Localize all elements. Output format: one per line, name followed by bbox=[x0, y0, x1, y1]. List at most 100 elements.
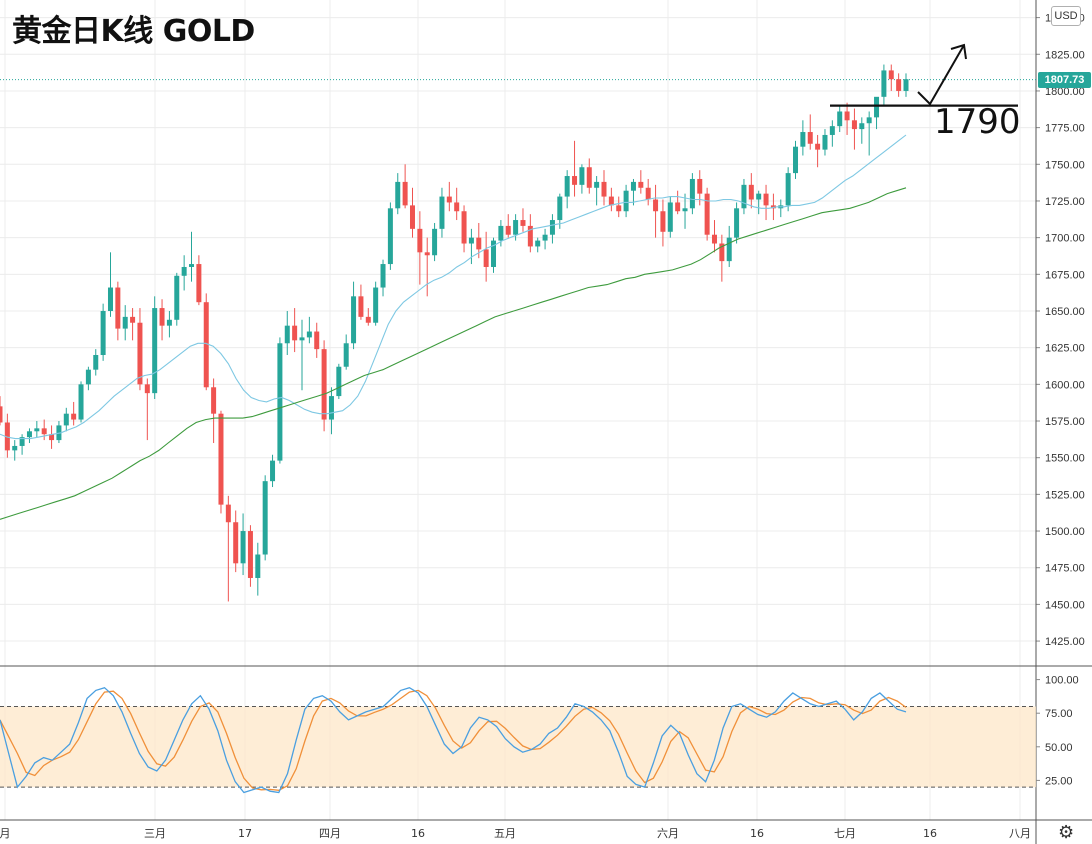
candle-body bbox=[704, 193, 710, 235]
candle-body bbox=[159, 308, 165, 326]
candle-body bbox=[409, 205, 415, 229]
candle-body bbox=[314, 331, 320, 350]
candle-body bbox=[446, 196, 452, 203]
candle-body bbox=[152, 308, 158, 394]
x-tick-label: 五月 bbox=[494, 827, 516, 840]
candle-body bbox=[454, 202, 460, 212]
y-tick-label: 1500.00 bbox=[1045, 526, 1085, 538]
candle-body bbox=[800, 132, 806, 147]
candle-body bbox=[144, 384, 150, 394]
candle-body bbox=[682, 208, 688, 212]
candle-body bbox=[262, 481, 268, 555]
y-tick-label: 1725.00 bbox=[1045, 196, 1085, 208]
support-annotation: 1790 bbox=[934, 102, 1021, 142]
candle-body bbox=[564, 176, 570, 197]
candle-body bbox=[85, 369, 91, 385]
y-tick-label: 1450.00 bbox=[1045, 599, 1085, 611]
candle-body bbox=[763, 193, 769, 206]
candle-body bbox=[874, 96, 880, 118]
candle-body bbox=[888, 70, 894, 80]
candle-body bbox=[770, 205, 776, 209]
candle-body bbox=[306, 331, 312, 338]
candle-body bbox=[476, 237, 482, 250]
candle-body bbox=[675, 202, 681, 212]
candle-body bbox=[660, 211, 666, 232]
candle-body bbox=[351, 296, 357, 344]
candle-body bbox=[859, 123, 865, 130]
arrow-head bbox=[950, 43, 967, 60]
candle-body bbox=[49, 434, 55, 441]
x-tick-label: 16 bbox=[750, 827, 764, 840]
candle-body bbox=[498, 225, 504, 241]
candle-body bbox=[881, 70, 887, 97]
y-tick-label: 1600.00 bbox=[1045, 379, 1085, 391]
candle-body bbox=[255, 554, 261, 578]
candle-body bbox=[793, 146, 799, 174]
x-tick-label: 七月 bbox=[834, 827, 856, 840]
candle-body bbox=[63, 413, 69, 426]
candle-body bbox=[395, 181, 401, 209]
y-tick-label: 1575.00 bbox=[1045, 416, 1085, 428]
candle-body bbox=[387, 208, 393, 265]
y-tick-label: 1700.00 bbox=[1045, 233, 1085, 245]
x-tick-label: 17 bbox=[238, 827, 252, 840]
candle-body bbox=[122, 316, 128, 329]
candle-body bbox=[432, 228, 438, 256]
candle-body bbox=[130, 316, 136, 323]
candle-body bbox=[734, 208, 740, 238]
y-tick-label: 1425.00 bbox=[1045, 636, 1085, 648]
candle-body bbox=[424, 252, 430, 256]
candle-body bbox=[689, 178, 695, 209]
candle-body bbox=[542, 234, 548, 241]
stoch-y-tick-label: 50.00 bbox=[1045, 742, 1073, 754]
candle-body bbox=[586, 167, 592, 188]
candle-body bbox=[373, 287, 379, 323]
candle-body bbox=[189, 264, 195, 267]
candle-body bbox=[807, 132, 813, 144]
candle-body bbox=[240, 531, 246, 564]
candle-body bbox=[579, 167, 585, 185]
candle-body bbox=[527, 225, 533, 247]
ma-short-line bbox=[0, 134, 907, 440]
currency-button[interactable]: USD bbox=[1051, 6, 1081, 26]
x-tick-label: 六月 bbox=[657, 827, 679, 840]
candle-body bbox=[653, 199, 659, 212]
stoch-k-line bbox=[0, 686, 907, 794]
y-tick-label: 1800.00 bbox=[1045, 86, 1085, 98]
candle-body bbox=[203, 302, 209, 388]
candle-body bbox=[417, 228, 423, 253]
y-tick-label: 1525.00 bbox=[1045, 489, 1085, 501]
y-tick-label: 1825.00 bbox=[1045, 49, 1085, 61]
candle-body bbox=[844, 111, 850, 121]
candle-body bbox=[483, 249, 489, 267]
candle-body bbox=[572, 176, 578, 185]
candle-body bbox=[100, 310, 106, 356]
y-tick-label: 1675.00 bbox=[1045, 269, 1085, 281]
candle-body bbox=[402, 181, 408, 206]
candle-body bbox=[328, 396, 334, 420]
candle-body bbox=[601, 181, 607, 197]
candle-body bbox=[491, 240, 497, 267]
candle-body bbox=[505, 225, 511, 235]
candle-body bbox=[667, 202, 673, 232]
candle-body bbox=[71, 413, 77, 420]
candle-body bbox=[815, 143, 821, 150]
ma-long-line bbox=[0, 187, 907, 520]
candle-body bbox=[78, 384, 84, 420]
candle-body bbox=[292, 325, 298, 341]
candle-body bbox=[218, 413, 224, 505]
candle-body bbox=[233, 522, 239, 564]
candle-body bbox=[211, 387, 217, 414]
candle-body bbox=[623, 190, 629, 212]
y-tick-label: 1550.00 bbox=[1045, 453, 1085, 465]
candle-body bbox=[608, 196, 614, 206]
candle-body bbox=[711, 234, 717, 244]
candle-body bbox=[358, 296, 364, 317]
candle-body bbox=[468, 237, 474, 244]
candle-body bbox=[549, 220, 555, 235]
gear-icon[interactable]: ⚙ bbox=[1058, 822, 1075, 842]
candle-body bbox=[19, 437, 25, 446]
x-tick-label: 16 bbox=[411, 827, 425, 840]
candle-body bbox=[829, 126, 835, 135]
candle-body bbox=[365, 316, 371, 323]
